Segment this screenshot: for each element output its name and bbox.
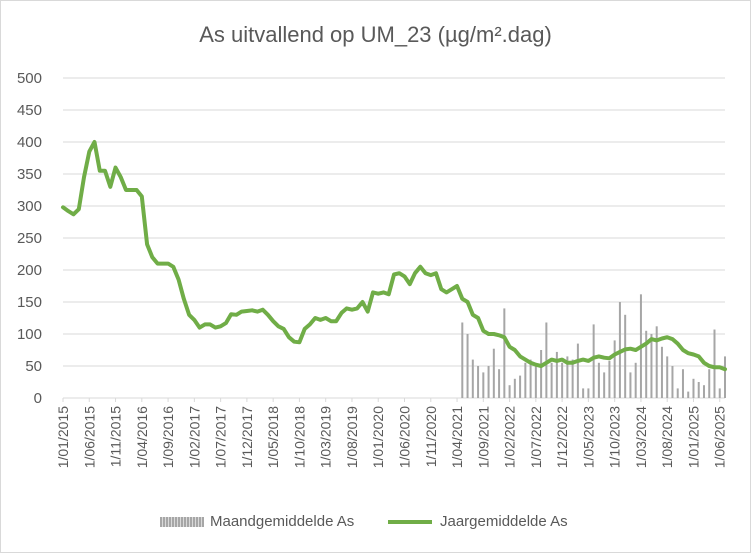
x-tick-label: 1/05/2023: [580, 406, 596, 468]
x-tick-label: 1/04/2016: [134, 406, 150, 468]
bar-monthly: [713, 329, 716, 398]
bar-monthly: [561, 362, 564, 398]
x-tick-label: 1/06/2020: [397, 406, 413, 468]
y-tick-label: 300: [17, 198, 42, 215]
chart-title: As uitvallend op UM_23 (µg/m².dag): [199, 22, 552, 47]
y-tick-label: 0: [34, 390, 42, 407]
bar-monthly: [650, 334, 653, 398]
x-tick-label: 1/05/2018: [265, 406, 281, 468]
bar-monthly: [487, 366, 490, 398]
bar-monthly: [524, 362, 527, 398]
bar-monthly: [482, 372, 485, 398]
x-tick-label: 1/02/2022: [502, 406, 518, 468]
x-tick-label: 1/06/2025: [712, 406, 728, 468]
bar-monthly: [597, 362, 600, 398]
bar-monthly: [702, 385, 705, 398]
bar-monthly: [592, 324, 595, 398]
bar-monthly: [629, 372, 632, 398]
x-tick-label: 1/07/2022: [528, 406, 544, 468]
bar-monthly: [566, 356, 569, 398]
bar-monthly: [534, 366, 537, 398]
bar-monthly: [545, 322, 548, 398]
x-tick-label: 1/08/2019: [344, 406, 360, 468]
chart-legend: Maandgemiddelde As Jaargemiddelde As: [0, 513, 751, 533]
x-tick-label: 1/12/2022: [554, 406, 570, 468]
x-tick-label: 1/10/2018: [291, 406, 307, 468]
bar-monthly: [513, 378, 516, 398]
bar-monthly: [655, 326, 658, 398]
legend-label-monthly: Maandgemiddelde As: [210, 513, 355, 530]
bar-monthly: [461, 322, 464, 398]
legend-item-monthly: Maandgemiddelde As: [160, 513, 354, 530]
bar-monthly: [692, 378, 695, 398]
bar-monthly: [687, 391, 690, 398]
y-tick-label: 450: [17, 102, 42, 119]
y-tick-label: 350: [17, 166, 42, 183]
bar-monthly: [550, 362, 553, 398]
bar-monthly: [671, 366, 674, 398]
bar-monthly: [540, 350, 543, 398]
x-tick-label: 1/11/2020: [423, 406, 439, 467]
bar-monthly: [645, 330, 648, 398]
bar-monthly: [708, 369, 711, 398]
bar-monthly: [571, 359, 574, 398]
bar-monthly: [508, 385, 511, 398]
legend-label-yearly: Jaargemiddelde As: [440, 513, 568, 530]
bar-monthly: [660, 346, 663, 398]
x-tick-label: 1/09/2021: [475, 406, 491, 468]
bar-monthly: [718, 388, 721, 398]
x-tick-label: 1/03/2024: [633, 406, 649, 468]
bar-monthly: [529, 359, 532, 398]
y-tick-label: 150: [17, 294, 42, 311]
x-tick-label: 1/08/2024: [659, 406, 675, 468]
bar-monthly: [603, 372, 606, 398]
series-line-yearly: [61, 140, 727, 372]
bar-monthly: [555, 351, 558, 398]
x-tick-label: 1/01/2025: [685, 406, 701, 468]
y-tick-label: 400: [17, 134, 42, 151]
legend-swatch-bar-icon: [160, 516, 204, 527]
bar-monthly: [676, 388, 679, 398]
bar-monthly: [587, 388, 590, 398]
bar-monthly: [492, 348, 495, 398]
x-tick-label: 1/04/2021: [449, 406, 465, 468]
y-tick-label: 250: [17, 230, 42, 247]
x-tick-label: 1/09/2016: [160, 406, 176, 468]
bar-monthly: [519, 375, 522, 398]
bar-monthly: [582, 388, 585, 398]
bar-monthly: [576, 343, 579, 398]
x-tick-label: 1/06/2015: [81, 406, 97, 468]
bar-monthly: [466, 334, 469, 398]
bar-monthly: [681, 369, 684, 398]
y-tick-label: 200: [17, 262, 42, 279]
bar-monthly: [724, 356, 726, 398]
x-tick-label: 1/03/2019: [318, 406, 334, 468]
bar-monthly: [471, 359, 474, 398]
y-tick-label: 500: [17, 70, 42, 87]
bar-monthly: [634, 362, 637, 398]
bar-monthly: [498, 369, 501, 398]
x-tick-label: 1/01/2020: [370, 406, 386, 468]
y-tick-label: 50: [25, 358, 42, 375]
legend-item-yearly: Jaargemiddelde As: [388, 513, 568, 530]
bar-monthly: [477, 366, 480, 398]
bar-monthly: [666, 356, 669, 398]
x-tick-label: 1/01/2015: [55, 406, 71, 468]
x-tick-label: 1/07/2017: [213, 406, 229, 468]
legend-swatch-line-icon: [388, 519, 432, 524]
bar-monthly: [503, 308, 506, 398]
bar-monthly: [624, 314, 627, 398]
bar-monthly: [697, 382, 700, 398]
bar-monthly: [608, 360, 611, 398]
y-tick-label: 100: [17, 326, 42, 343]
x-tick-label: 1/11/2015: [108, 406, 124, 467]
x-tick-label: 1/10/2023: [607, 406, 623, 468]
x-tick-label: 1/12/2017: [239, 406, 255, 468]
x-tick-label: 1/02/2017: [186, 406, 202, 468]
bar-monthly: [613, 340, 616, 398]
